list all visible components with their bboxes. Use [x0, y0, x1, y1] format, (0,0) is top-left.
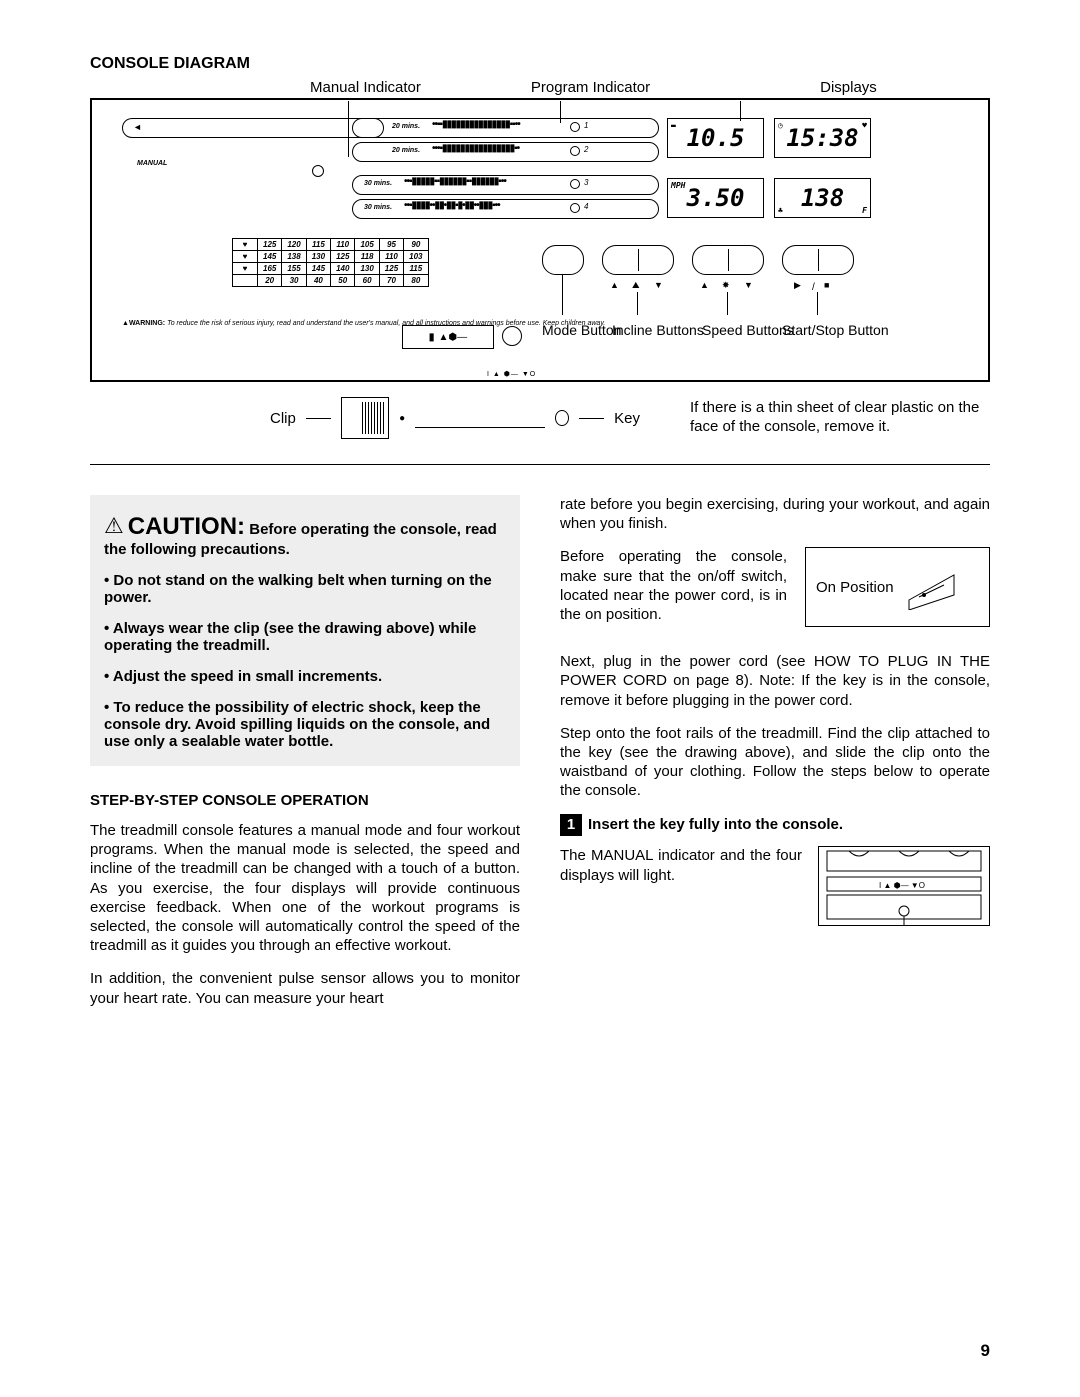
under-console-glyphs: I ▲ ⬢— ▼O [487, 370, 536, 378]
program-strip-4 [352, 199, 659, 219]
bars-2: •••▪▮▮▮▮▮▮▮▮▮▮▮▮▮▮▮▮▪• [432, 143, 519, 154]
clip-key-row: Clip ● Key If there is a thin sheet of c… [270, 397, 990, 439]
fire-icon: ♣ [778, 206, 783, 215]
display-time: ◷ ♥ 15:38 [774, 118, 871, 158]
on-position-text: Before operating the console, make sure … [560, 547, 787, 624]
on-position-label: On Position [816, 579, 894, 596]
bars-4: ••▪▮▮▮▮••▮▮•▮▮▪▮•▮▮••▮▮▮▪•• [404, 200, 500, 211]
section-divider [90, 464, 990, 465]
mode-button[interactable] [542, 245, 584, 275]
num-4: 4 [584, 202, 588, 211]
up-icon: ▲ [610, 280, 619, 290]
cord-drawing [415, 409, 545, 428]
right-para-1: Next, plug in the power cord (see HOW TO… [560, 652, 990, 710]
caution-bullet-1: • Do not stand on the walking belt when … [104, 572, 506, 606]
slash-icon: / [812, 282, 815, 293]
bars-3: ••▪▮▮▮▮▮▪▪▮▮▮▮▮▮▪▪▮▮▮▮▮▮▪•• [404, 176, 506, 187]
label-incline-buttons: Incline Buttons [612, 322, 704, 338]
key-label: Key [614, 410, 640, 427]
display-speed: MPH 3.50 [667, 178, 764, 218]
step-number-1: 1 [560, 814, 582, 836]
caution-triangle-icon: ⚠ [104, 513, 124, 538]
display-incline: ▬ 10.5 [667, 118, 764, 158]
caution-bullet-4: • To reduce the possibility of electric … [104, 699, 506, 750]
step-1-body: The MANUAL indicator and the four displa… [560, 846, 802, 884]
f-label: F [862, 206, 867, 215]
heart-icon: ♥ [862, 121, 867, 130]
program-indicator-3 [570, 179, 580, 189]
clip-drawing [341, 397, 389, 439]
console-outline: ◄ MANUAL 20 mins. ••▪▪▮▮▮▮▮▮▮▮▮▮▮▮▮▮▮▪▪•… [90, 98, 990, 382]
step-1-figure: I ▲ ⬢— ▼O [818, 846, 990, 926]
caution-heading: CAUTION: [128, 513, 245, 540]
clip-label: Clip [270, 410, 296, 427]
program-indicator-4 [570, 203, 580, 213]
label-displays: Displays [820, 79, 877, 96]
section-title: CONSOLE DIAGRAM [90, 55, 990, 73]
bars-1: ••▪▪▮▮▮▮▮▮▮▮▮▮▮▮▮▮▮▪▪•• [432, 119, 520, 130]
manual-text: MANUAL [137, 160, 167, 167]
label-program-indicator: Program Indicator [531, 79, 650, 96]
program-indicator-1 [570, 122, 580, 132]
plastic-sheet-note: If there is a thin sheet of clear plasti… [690, 399, 990, 437]
incline-glyph-icon: ⛰ [632, 280, 640, 291]
mph-label: MPH [671, 181, 685, 190]
on-position-figure: On Position [805, 547, 990, 627]
num-2: 2 [584, 145, 588, 154]
program-indicator-2 [570, 146, 580, 156]
svg-text:I ▲ ⬢— ▼O: I ▲ ⬢— ▼O [879, 881, 925, 890]
label-mode-button: Mode Button [542, 322, 621, 338]
mins-2: 20 mins. [392, 147, 420, 154]
key-ring-drawing [555, 410, 569, 426]
start-stop-button[interactable] [782, 245, 854, 275]
step-section-title: STEP-BY-STEP CONSOLE OPERATION [90, 792, 520, 809]
right-top-para: rate before you begin exercising, during… [560, 495, 990, 533]
caution-box: ⚠CAUTION: Before operating the console, … [90, 495, 520, 766]
switch-drawing [904, 565, 959, 610]
display-pulse: ♣ F 138 [774, 178, 871, 218]
manual-strip: ◄ [122, 118, 384, 138]
mins-3: 30 mins. [364, 180, 392, 187]
key-slot: ▮▲⬢— [402, 325, 494, 349]
left-para-1: The treadmill console features a manual … [90, 821, 520, 955]
key-hole [502, 326, 522, 346]
label-manual-indicator: Manual Indicator [310, 79, 421, 96]
play-icon: ▶ [794, 280, 801, 291]
mins-4: 30 mins. [364, 204, 392, 211]
incline-icon: ▬ [671, 121, 676, 130]
mins-1: 20 mins. [392, 123, 420, 130]
right-para-2: Step onto the foot rails of the treadmil… [560, 724, 990, 801]
up2-icon: ▲ [700, 280, 709, 290]
key-shape-icon: ▲⬢— [438, 332, 467, 343]
caution-bullet-2: • Always wear the clip (see the drawing … [104, 620, 506, 654]
step-1-heading: 1Insert the key fully into the console. [560, 814, 990, 836]
left-para-2: In addition, the convenient pulse sensor… [90, 969, 520, 1007]
clock-icon: ◷ [778, 121, 783, 130]
warning-triangle-icon: ▲ [122, 320, 129, 327]
manual-indicator-dot [312, 165, 324, 177]
heart-rate-table: ♥1251201151101059590 ♥145138130125118110… [232, 238, 429, 287]
console-warning: ▲WARNING: To reduce the risk of serious … [122, 320, 605, 328]
console-diagram: Manual Indicator Program Indicator Displ… [90, 79, 990, 439]
incline-buttons[interactable] [602, 245, 674, 275]
page-number: 9 [981, 1341, 990, 1361]
caution-bullet-3: • Adjust the speed in small increments. [104, 668, 506, 685]
speed-buttons[interactable] [692, 245, 764, 275]
label-start-stop: Start/Stop Button [782, 322, 889, 338]
down2-icon: ▼ [744, 280, 753, 290]
stop-icon: ■ [824, 280, 829, 290]
num-3: 3 [584, 178, 588, 187]
label-speed-buttons: Speed Buttons [702, 322, 794, 338]
num-1: 1 [584, 121, 588, 130]
runner-icon: ✸ [722, 280, 730, 291]
down-icon: ▼ [654, 280, 663, 290]
